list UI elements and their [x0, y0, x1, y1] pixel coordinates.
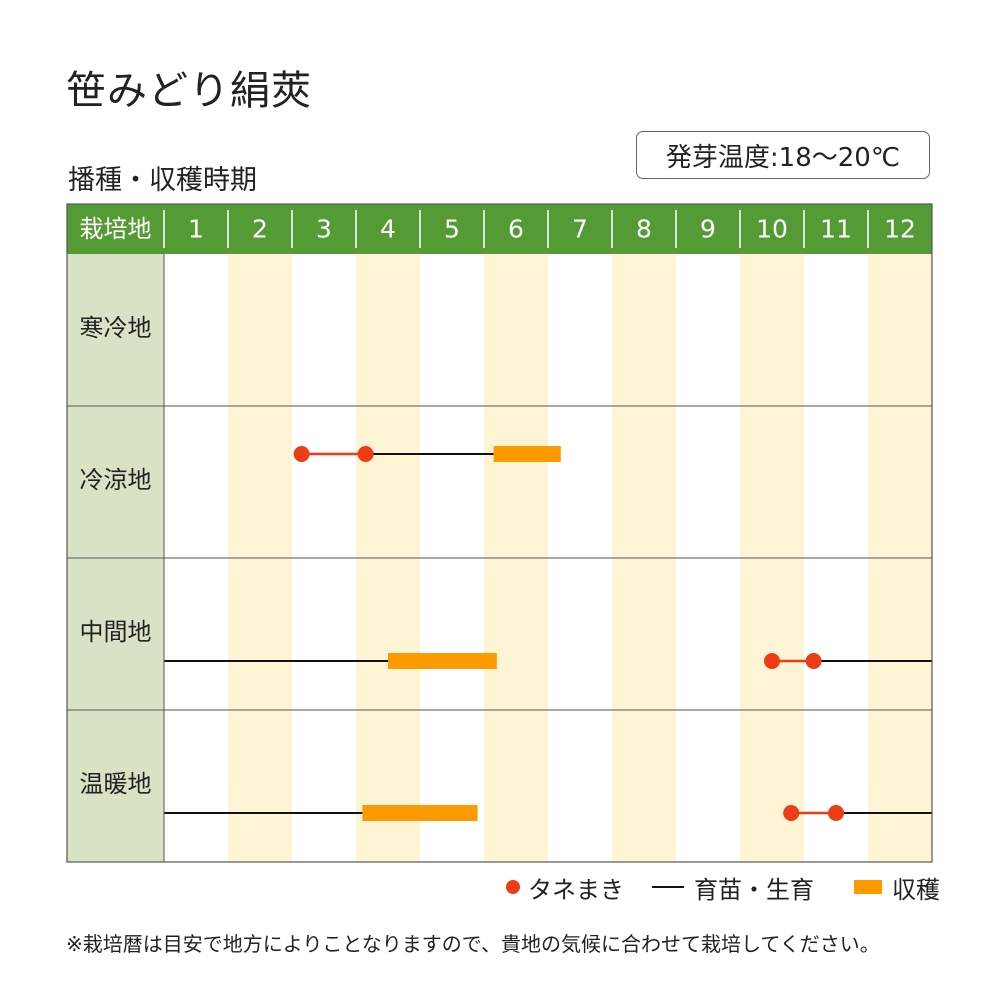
- sowing-point: [293, 446, 310, 462]
- month-label-4: 4: [380, 215, 396, 244]
- legend-growing: 育苗・生育: [624, 870, 814, 905]
- legend-sowing: タネまき: [506, 870, 624, 905]
- sowing-point: [828, 805, 844, 821]
- harvest-bar: [362, 805, 478, 821]
- chart-header: [67, 204, 932, 254]
- month-label-12: 12: [884, 215, 916, 244]
- harvest-bar-icon: [854, 880, 882, 894]
- germination-temperature-text: 発芽温度:18～20℃: [665, 142, 901, 173]
- region-label: 温暖地: [80, 770, 152, 798]
- legend-growing-label: 育苗・生育: [694, 875, 814, 904]
- sowing-dot-icon: [506, 880, 520, 894]
- header-label: 栽培地: [80, 215, 152, 243]
- month-label-8: 8: [636, 215, 652, 244]
- page-title: 笹みどり絹莢: [66, 68, 312, 114]
- month-label-2: 2: [252, 215, 268, 244]
- chart-frame: [66, 203, 933, 863]
- harvest-bar: [493, 446, 561, 462]
- growing-line-icon: [652, 886, 684, 888]
- footnote: ※栽培暦は目安で地方によりことなりますので、貴地の気候に合わせて栽培してください…: [66, 932, 880, 956]
- legend-harvest: 収穫: [814, 870, 940, 905]
- month-label-5: 5: [444, 215, 460, 244]
- month-label-10: 10: [756, 215, 788, 244]
- sowing-point: [783, 805, 800, 821]
- month-label-6: 6: [508, 215, 524, 244]
- sowing-point: [764, 653, 780, 669]
- month-label-1: 1: [188, 215, 204, 244]
- month-label-3: 3: [316, 215, 332, 244]
- region-label: 冷涼地: [80, 466, 152, 494]
- germination-temperature-box: 発芽温度:18～20℃: [636, 131, 930, 179]
- sowing-point: [805, 653, 822, 669]
- month-label-9: 9: [700, 215, 716, 244]
- sowing-point: [357, 446, 374, 462]
- legend-sowing-label: タネまき: [528, 875, 624, 904]
- harvest-bar: [388, 653, 497, 669]
- month-label-7: 7: [572, 215, 588, 244]
- chart-subtitle: 播種・収穫時期: [68, 165, 257, 196]
- chart-legend: タネまき 育苗・生育 収穫: [506, 870, 940, 905]
- month-label-11: 11: [820, 215, 852, 244]
- region-label: 寒冷地: [80, 314, 152, 342]
- legend-harvest-label: 収穫: [892, 875, 940, 904]
- region-label: 中間地: [80, 618, 152, 646]
